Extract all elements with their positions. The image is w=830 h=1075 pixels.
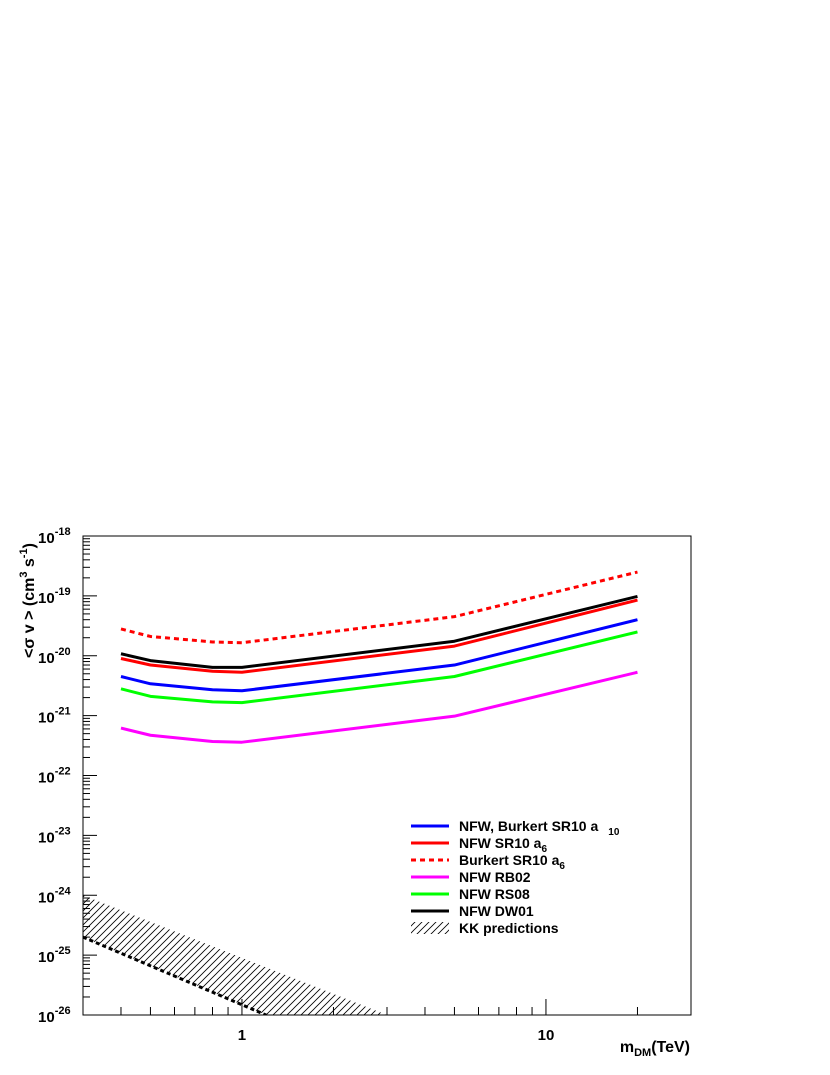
kk-dashed-line xyxy=(83,935,267,1015)
axes: 1 10 10-26 10-25 10-24 10-23 10-22 10-21 10-20 10… xyxy=(18,526,692,1059)
legend-label-3: NFW RB02 xyxy=(459,869,531,885)
legend-label-2: Burkert SR10 a6 xyxy=(459,852,565,872)
legend-label-4: NFW RS08 xyxy=(459,886,530,902)
y-tick-label: 10-18 xyxy=(38,526,71,547)
legend-label-kk: KK predictions xyxy=(459,920,559,936)
y-tick-label: 10-22 xyxy=(38,766,71,787)
series-line-3 xyxy=(120,670,638,744)
y-axis-title: <σ v > (cm3 s-1) xyxy=(18,543,38,658)
legend-label-1: NFW SR10 a6 xyxy=(459,835,547,855)
series-line-0 xyxy=(120,618,638,693)
series-line-2 xyxy=(120,570,638,645)
kk-predictions-band xyxy=(83,895,387,1015)
x-tick-label: 10 xyxy=(538,1027,555,1044)
y-tick-label: 10-25 xyxy=(38,945,71,966)
x-axis-title: mDM(TeV) xyxy=(620,1039,690,1059)
y-tick-label: 10-21 xyxy=(38,706,71,727)
legend-swatch-kk xyxy=(411,922,449,934)
y-tick-label: 10-20 xyxy=(38,646,71,667)
y-tick-label: 10-23 xyxy=(38,825,71,846)
series-line-1 xyxy=(120,598,638,674)
legend-label-0: NFW, Burkert SR10 a 10 xyxy=(459,818,620,838)
legend-label-5: NFW DW01 xyxy=(459,903,534,919)
plot-area xyxy=(83,570,638,1015)
y-tick-label: 10-19 xyxy=(38,586,71,607)
x-tick-label: 1 xyxy=(238,1027,246,1044)
y-tick-label: 10-24 xyxy=(38,885,71,906)
y-tick-label: 10-26 xyxy=(38,1005,71,1026)
series-line-4 xyxy=(120,630,638,705)
series-line-5 xyxy=(120,594,638,669)
